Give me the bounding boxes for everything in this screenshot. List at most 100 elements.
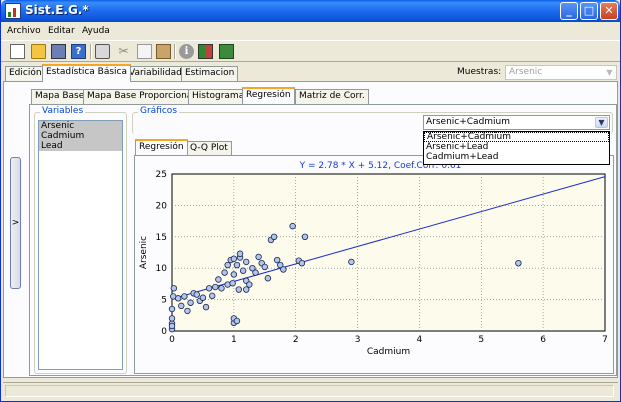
app-icon bbox=[5, 3, 21, 19]
info-icon[interactable]: i bbox=[179, 44, 194, 59]
tab-estimacion[interactable]: Estimacion bbox=[181, 66, 239, 81]
print-icon[interactable] bbox=[95, 44, 110, 59]
data-point bbox=[243, 258, 250, 266]
plot-area bbox=[171, 173, 606, 332]
data-point bbox=[233, 317, 241, 325]
data-point bbox=[168, 305, 176, 313]
copy-icon[interactable] bbox=[137, 44, 152, 59]
tab-mapa-base[interactable]: Mapa Base bbox=[31, 89, 89, 104]
y-tick-label: 20 bbox=[156, 201, 168, 211]
grid-icon[interactable] bbox=[198, 44, 213, 59]
data-point bbox=[212, 283, 219, 291]
tab-matriz-de-corr[interactable]: Matriz de Corr. bbox=[295, 89, 369, 104]
main-tabstrip: Edición Estadística Básica Variabilidad … bbox=[1, 63, 620, 82]
variables-list[interactable]: Arsenic Cadmium Lead bbox=[38, 120, 123, 370]
data-point bbox=[174, 295, 182, 302]
x-tick-label: 2 bbox=[293, 335, 299, 345]
data-point bbox=[229, 280, 236, 287]
tab-mapa-base-proporcional[interactable]: Mapa Base Proporcional bbox=[83, 89, 199, 104]
list-item[interactable]: Lead bbox=[39, 141, 122, 151]
menu-archivo[interactable]: Archivo bbox=[7, 26, 41, 36]
dropdown-option[interactable]: Arsenic+Lead bbox=[426, 142, 489, 152]
x-tick-label: 6 bbox=[540, 335, 546, 345]
cut-icon[interactable]: ✂ bbox=[118, 44, 129, 58]
data-point bbox=[230, 271, 238, 278]
toolbar-separator bbox=[90, 44, 91, 59]
graficos-select[interactable]: Arsenic+Cadmium ▼ bbox=[423, 115, 610, 130]
data-point bbox=[298, 259, 306, 267]
toolbar-separator bbox=[174, 44, 175, 59]
data-point bbox=[246, 281, 253, 288]
data-point bbox=[261, 263, 268, 271]
menu-editar[interactable]: Editar bbox=[48, 26, 75, 36]
list-item[interactable]: Cadmium bbox=[39, 131, 122, 141]
chart-title: Y = 2.78 * X + 5.12, Coef.Corr: 0.61 bbox=[299, 161, 462, 171]
window-title: Sist.E.G.* bbox=[25, 3, 89, 17]
data-point bbox=[301, 233, 309, 240]
x-axis-label: Cadmium bbox=[367, 347, 410, 357]
data-point bbox=[235, 286, 243, 293]
variables-group: Variables Arsenic Cadmium Lead bbox=[34, 106, 127, 374]
data-point bbox=[239, 267, 247, 274]
plot-panel: 0 1 2 3 4 5 6 7 0 5 10 15 20 25 Y = 2.78 * X + 5.12, C… bbox=[134, 155, 614, 374]
data-point bbox=[184, 307, 191, 315]
dropdown-option[interactable]: Arsenic+Cadmium bbox=[424, 132, 609, 142]
data-point bbox=[273, 256, 281, 264]
data-point bbox=[202, 303, 210, 311]
data-point bbox=[348, 258, 355, 266]
tab-qq-plot[interactable]: Q-Q Plot bbox=[186, 141, 232, 155]
graficos-group: Gráficos bbox=[132, 106, 613, 134]
minimize-button[interactable]: _ bbox=[560, 2, 578, 20]
variables-legend: Variables bbox=[40, 106, 86, 116]
expand-panel-button[interactable]: > bbox=[10, 157, 21, 289]
data-point bbox=[236, 250, 244, 257]
paste-icon[interactable] bbox=[156, 44, 171, 59]
exit-icon[interactable] bbox=[219, 44, 234, 59]
y-tick-label: 0 bbox=[161, 327, 167, 337]
y-tick-label: 10 bbox=[156, 264, 168, 274]
y-tick-label: 15 bbox=[156, 233, 167, 243]
status-bar bbox=[3, 382, 618, 398]
save-icon[interactable] bbox=[51, 44, 66, 59]
tab-plot-regresion[interactable]: Regresión bbox=[135, 139, 188, 155]
muestras-select[interactable]: Arsenic ▼ bbox=[505, 65, 617, 80]
data-point bbox=[255, 253, 262, 261]
main-content: > Mapa Base Mapa Base Proporcional Histo… bbox=[3, 81, 618, 378]
list-item[interactable]: Arsenic bbox=[39, 121, 122, 131]
graficos-dropdown-list: Arsenic+Cadmium Arsenic+Lead Cadmium+Lea… bbox=[423, 131, 610, 165]
tab-estadistica-basica[interactable]: Estadística Básica bbox=[42, 64, 132, 82]
tab-regresion[interactable]: Regresión bbox=[242, 87, 295, 104]
dropdown-option[interactable]: Cadmium+Lead bbox=[426, 152, 499, 162]
tab-variabilidad[interactable]: Variabilidad bbox=[125, 66, 186, 81]
data-point bbox=[168, 322, 176, 330]
graficos-selected-value: Arsenic+Cadmium bbox=[426, 117, 511, 127]
graficos-legend: Gráficos bbox=[138, 106, 180, 116]
tab-histograma[interactable]: Histograma bbox=[188, 89, 249, 104]
chevron-down-icon[interactable]: ▼ bbox=[606, 68, 613, 77]
maximize-button[interactable]: □ bbox=[580, 2, 598, 20]
data-point bbox=[221, 269, 228, 276]
toolbar: ? ✂ i bbox=[1, 40, 620, 62]
chevron-down-icon[interactable]: ▼ bbox=[595, 117, 608, 128]
data-point bbox=[170, 285, 178, 292]
data-point bbox=[199, 294, 207, 301]
y-axis-label: Arsenic bbox=[139, 236, 149, 269]
data-point bbox=[205, 285, 213, 292]
close-button[interactable]: ✕ bbox=[600, 2, 618, 20]
data-point bbox=[280, 266, 287, 273]
tab-edicion[interactable]: Edición bbox=[5, 66, 46, 81]
y-tick-label: 5 bbox=[161, 296, 167, 306]
sub-tabstrip: Mapa Base Mapa Base Proporcional Histogr… bbox=[29, 87, 617, 104]
data-point bbox=[215, 276, 222, 283]
x-tick-label: 3 bbox=[355, 335, 361, 345]
data-point bbox=[181, 293, 188, 300]
help-icon[interactable]: ? bbox=[71, 44, 86, 59]
menu-ayuda[interactable]: Ayuda bbox=[82, 26, 110, 36]
title-bar[interactable]: Sist.E.G.* _ □ ✕ bbox=[1, 0, 620, 22]
new-icon[interactable] bbox=[10, 44, 25, 59]
data-point bbox=[264, 275, 272, 282]
data-point bbox=[187, 299, 194, 306]
plot-tabstrip: Regresión Q-Q Plot bbox=[134, 139, 434, 155]
open-icon[interactable] bbox=[31, 44, 46, 59]
